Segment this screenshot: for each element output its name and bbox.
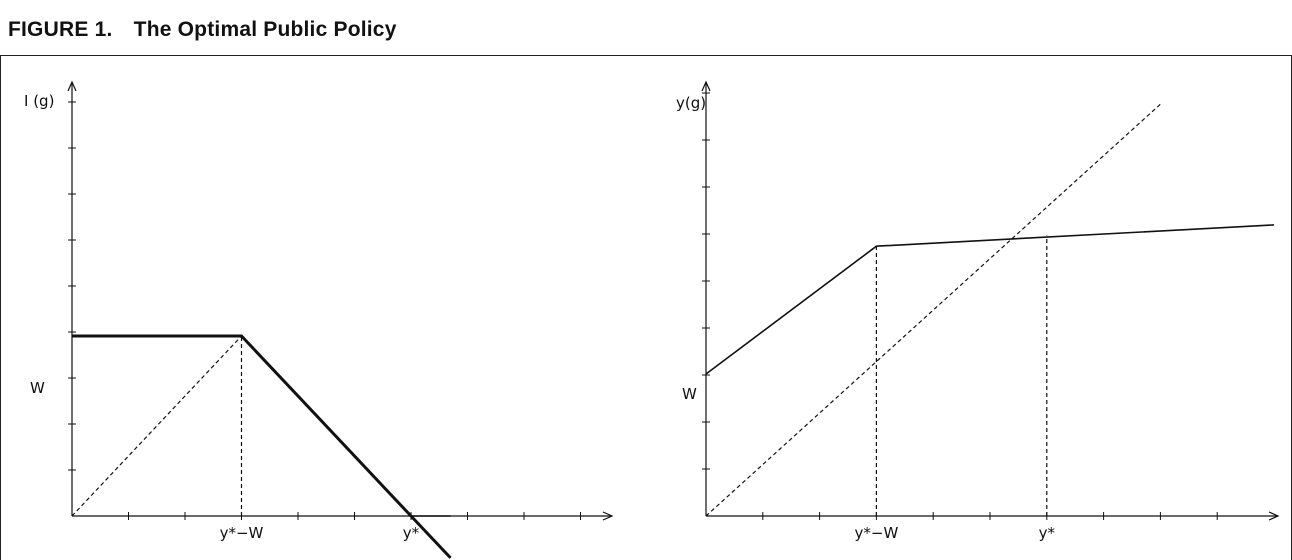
figure-header: FIGURE 1. The Optimal Public Policy — [0, 0, 1292, 56]
solid-line-series — [72, 334, 452, 559]
x-tick-label: y* — [1039, 524, 1056, 542]
x-tick-label: y* — [403, 524, 420, 542]
y-axis-label: y(g) — [676, 94, 706, 112]
dashed-line-series — [71, 335, 242, 517]
y-tick-label: W — [682, 385, 697, 403]
y-axis-label: I (g) — [24, 92, 54, 110]
y-axis-arrowhead — [701, 80, 711, 92]
x-axis-arrowhead — [602, 511, 614, 521]
right-panel-chart: y(g) Wy*−W y* — [676, 80, 1280, 542]
x-tick-label: y*−W — [855, 524, 899, 542]
dashed-line-series — [705, 103, 1161, 517]
x-axis-arrowhead — [1268, 511, 1280, 521]
x-tick-label: y*−W — [220, 524, 264, 542]
figure-title: FIGURE 1. The Optimal Public Policy — [8, 18, 397, 41]
y-axis-arrowhead — [67, 80, 77, 92]
left-panel-chart: I (g) Wy*−W y* — [24, 80, 614, 559]
y-tick-label: W — [30, 379, 45, 397]
figure-frame-left — [0, 56, 1, 560]
solid-line-series — [705, 224, 1275, 375]
